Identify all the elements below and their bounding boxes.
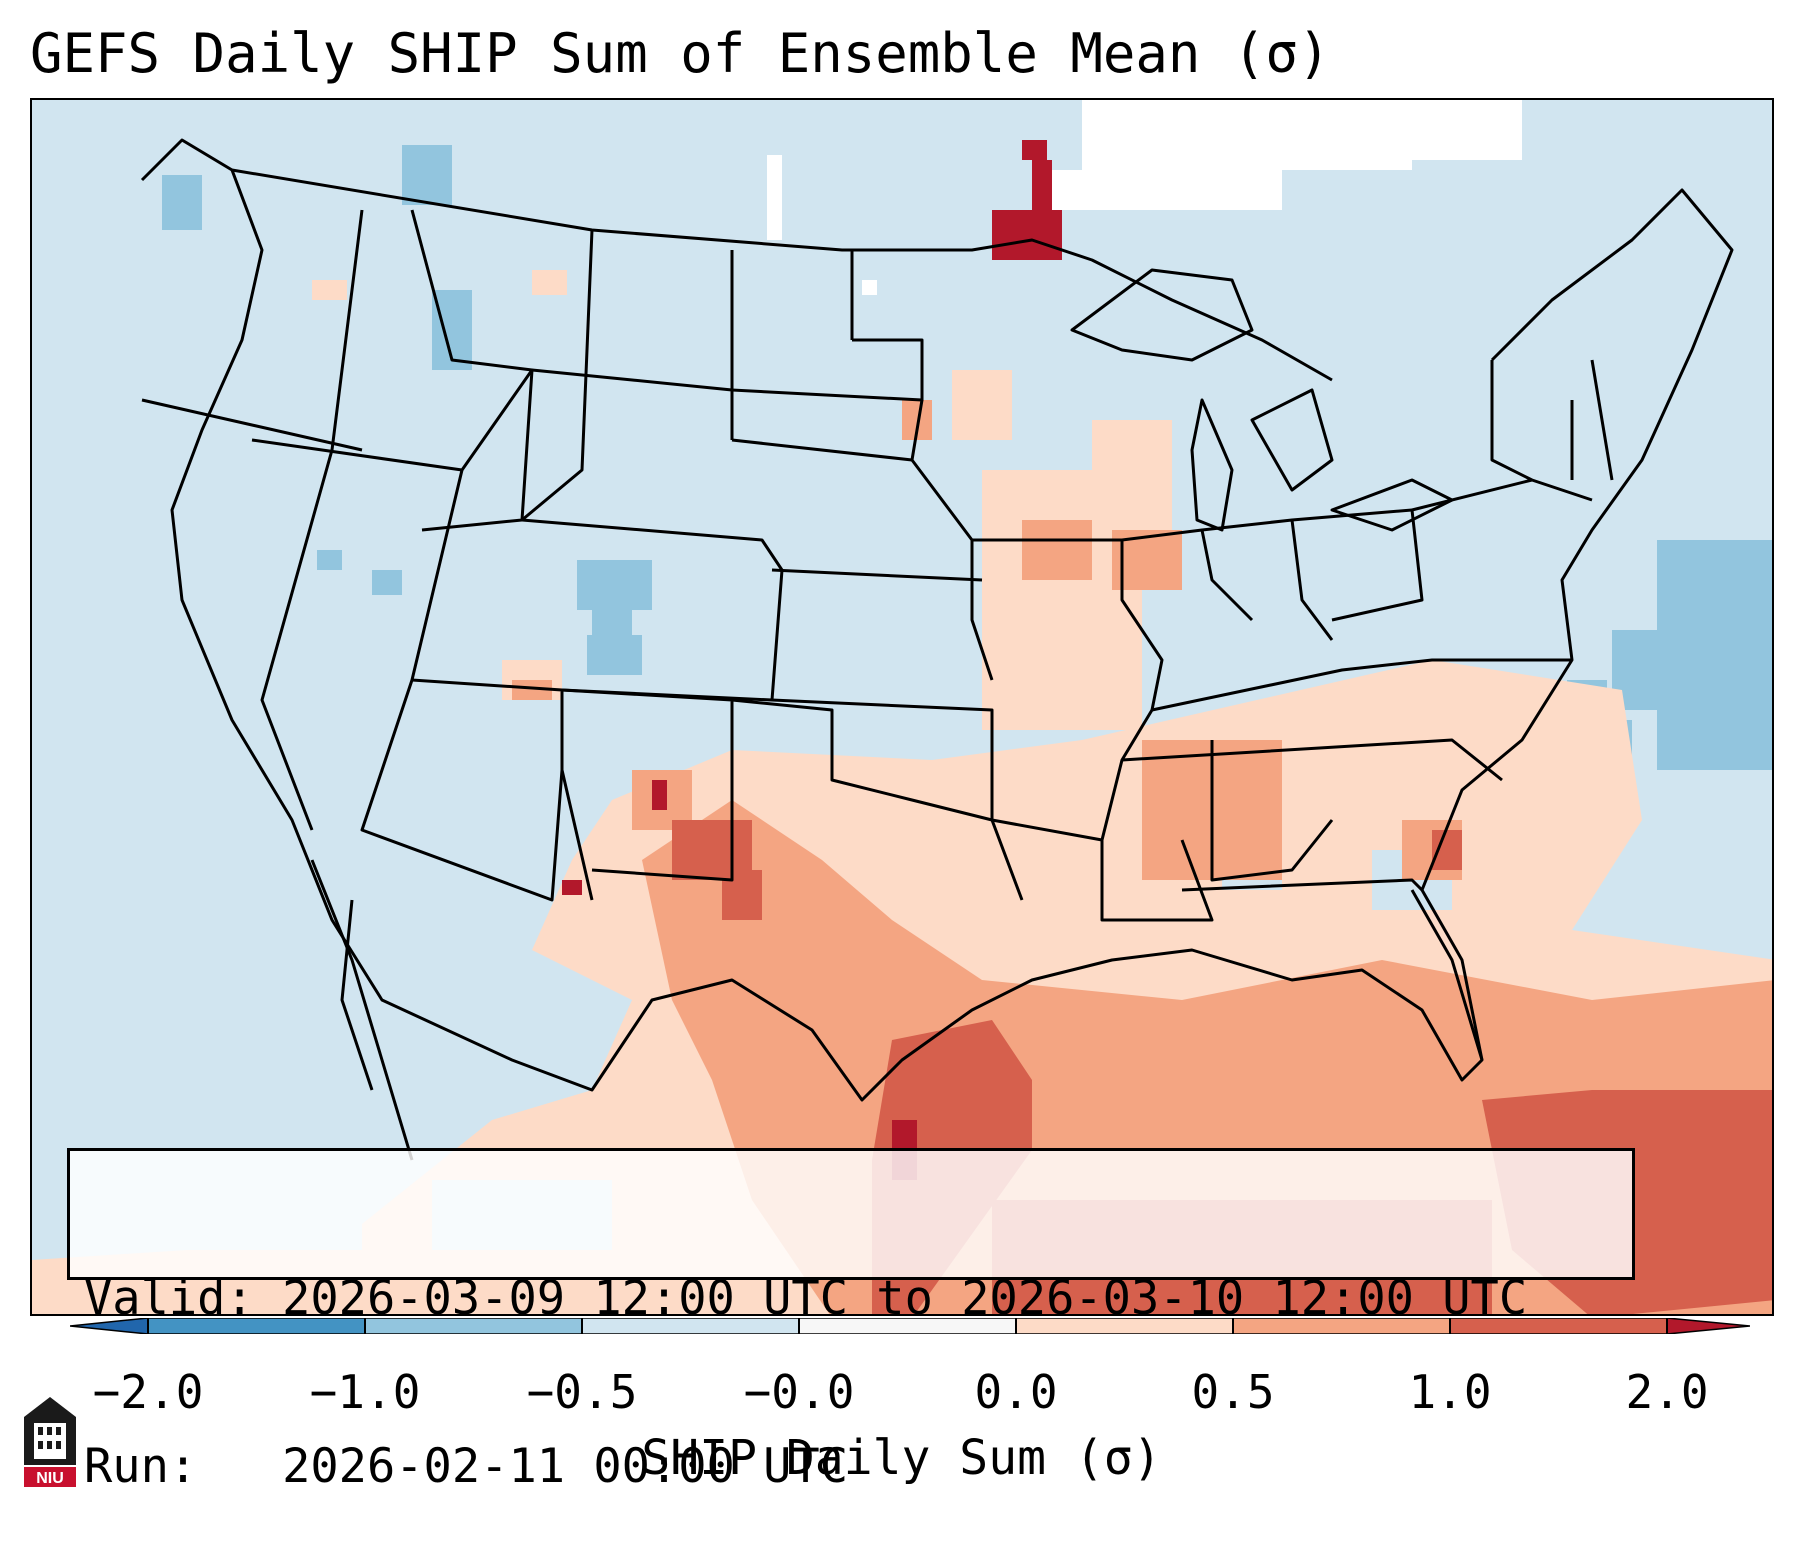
colorbar-segment-1 xyxy=(148,1318,365,1334)
niu-logo: NIU xyxy=(24,1397,76,1487)
colorbar-tick-label: 1.0 xyxy=(1408,1365,1492,1419)
colorbar-segment-7 xyxy=(1450,1318,1667,1334)
colorbar-tick-label: −1.0 xyxy=(309,1365,421,1419)
colorbar-tick-label: 2.0 xyxy=(1625,1365,1709,1419)
map-panel xyxy=(30,98,1774,1316)
colorbar-segment-4 xyxy=(799,1318,1016,1334)
colorbar-extend-low xyxy=(70,1318,148,1334)
colorbar-segment-2 xyxy=(365,1318,582,1334)
colorbar-tick-label: −2.0 xyxy=(92,1365,204,1419)
colorbar-segment-6 xyxy=(1233,1318,1450,1334)
run-value: 2026-02-11 00:00 UTC xyxy=(282,1439,849,1494)
valid-value: 2026-03-09 12:00 UTC to 2026-03-10 12:00… xyxy=(282,1271,1528,1326)
run-line: Run: 2026-02-11 00:00 UTC xyxy=(84,1439,1618,1495)
colorbar-label: SHIP Daily Sum (σ) xyxy=(641,1430,1162,1486)
valid-run-info-box: Valid: 2026-03-09 12:00 UTC to 2026-03-1… xyxy=(67,1148,1635,1494)
colorbar-segment-5 xyxy=(1016,1318,1233,1334)
colorbar-segment-3 xyxy=(582,1318,799,1334)
colorbar-extend-high xyxy=(1667,1318,1750,1334)
colorbar-tick-label: 0.0 xyxy=(974,1365,1058,1419)
colorbar-tick-label: −0.5 xyxy=(526,1365,638,1419)
valid-label: Valid: xyxy=(84,1271,254,1326)
valid-line: Valid: 2026-03-09 12:00 UTC to 2026-03-1… xyxy=(84,1271,1618,1327)
map-field xyxy=(32,100,1772,1314)
run-label: Run: xyxy=(84,1439,198,1494)
colorbar-tick-label: 0.5 xyxy=(1191,1365,1275,1419)
state-boundaries xyxy=(140,138,1734,1161)
colorbar-tick-label: −0.0 xyxy=(743,1365,855,1419)
negative-patches xyxy=(162,145,1772,770)
colorbar xyxy=(70,1318,1750,1334)
neutral-patches xyxy=(767,100,1522,295)
niu-logo-text: NIU xyxy=(36,1470,64,1487)
page-title: GEFS Daily SHIP Sum of Ensemble Mean (σ) xyxy=(30,22,1331,85)
